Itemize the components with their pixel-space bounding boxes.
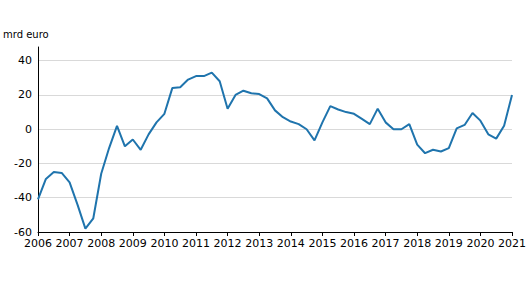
svg-text:2009: 2009 [119,237,147,250]
svg-text:2006: 2006 [24,237,52,250]
svg-text:mrd euro: mrd euro [3,29,49,40]
svg-text:2018: 2018 [403,237,431,250]
svg-text:-60: -60 [14,225,32,239]
svg-text:0: 0 [25,123,32,136]
svg-text:2013: 2013 [245,237,273,250]
svg-text:2011: 2011 [182,237,210,250]
svg-text:2012: 2012 [214,237,242,250]
svg-text:2019: 2019 [435,237,463,250]
svg-text:2007: 2007 [56,237,84,250]
svg-text:-40: -40 [14,191,32,204]
svg-text:2015: 2015 [308,237,336,250]
svg-text:20: 20 [18,88,32,101]
svg-text:2021: 2021 [498,237,526,250]
svg-text:2016: 2016 [340,237,368,250]
svg-text:40: 40 [18,54,32,67]
svg-text:2008: 2008 [87,237,115,250]
svg-text:2014: 2014 [277,237,305,250]
svg-text:2010: 2010 [150,237,178,250]
svg-text:-20: -20 [14,157,32,170]
svg-text:2017: 2017 [372,237,400,250]
svg-text:2020: 2020 [466,237,494,250]
